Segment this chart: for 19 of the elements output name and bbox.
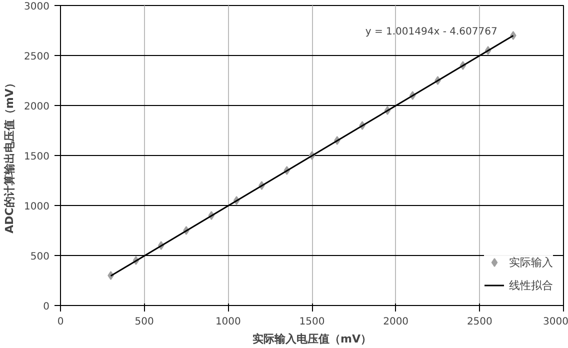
y-axis-title: ADC的计算输出电压值（mV）	[3, 78, 16, 234]
legend-label: 线性拟合	[509, 278, 553, 292]
y-tick-label: 500	[30, 252, 50, 262]
x-tick-label: 3000	[543, 316, 568, 328]
y-tick-label: 1500	[24, 152, 50, 162]
legend-label: 实际输入	[509, 254, 553, 270]
x-tick-label: 1000	[215, 316, 241, 328]
x-tick-label: 1500	[299, 316, 325, 328]
x-tick-label: 500	[134, 316, 154, 328]
annotation: y = 1.001494x - 4.607767	[365, 26, 498, 38]
x-tick-label: 0	[57, 316, 64, 328]
y-tick-label: 3000	[24, 2, 50, 12]
y-tick-label: 1000	[24, 202, 50, 212]
y-tick-label: 2000	[24, 102, 50, 112]
x-tick-label: 2000	[383, 316, 409, 328]
y-tick-label: 2500	[24, 52, 50, 62]
y-tick-label: 0	[43, 302, 50, 312]
x-axis-title: 实际输入电压值（mV）	[252, 332, 372, 346]
x-tick-label: 2500	[466, 316, 492, 328]
